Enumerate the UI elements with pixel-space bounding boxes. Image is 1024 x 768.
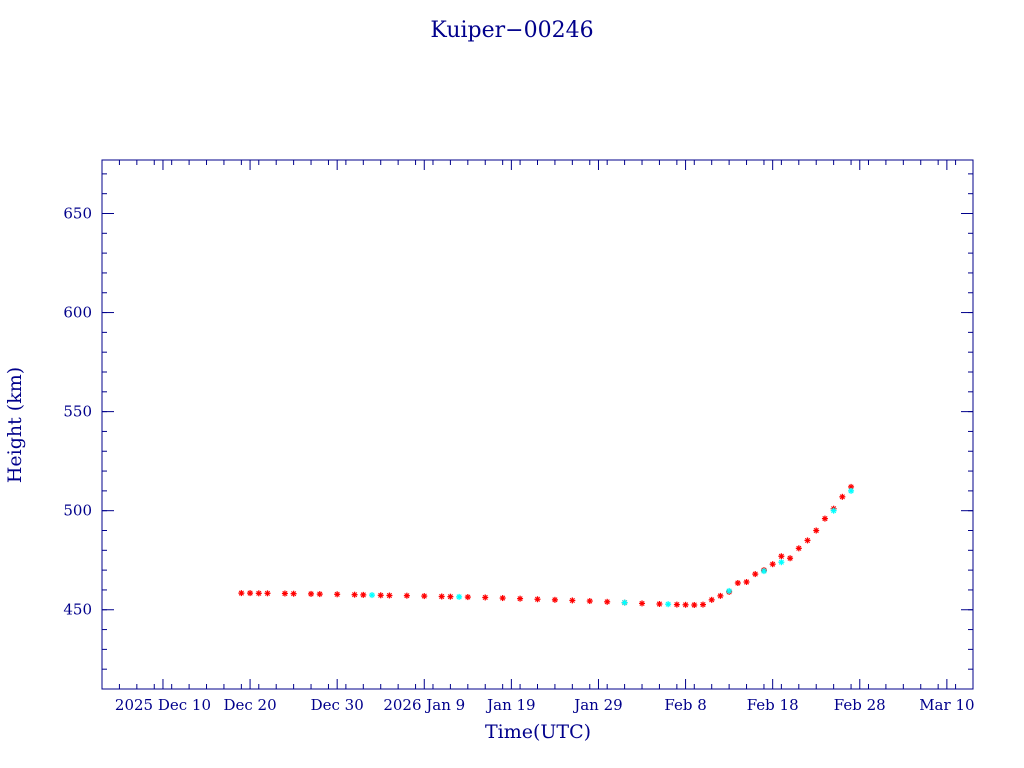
data-points (238, 483, 855, 608)
x-axis-label: Time(UTC) (485, 721, 591, 743)
data-point (403, 592, 410, 599)
data-point (839, 493, 846, 500)
data-point (621, 599, 628, 606)
data-point (369, 592, 376, 599)
data-point (255, 590, 262, 597)
data-point (447, 593, 454, 600)
y-tick-label: 550 (63, 403, 92, 421)
data-point (534, 596, 541, 603)
data-point (813, 527, 820, 534)
data-point (691, 601, 698, 608)
y-tick-label: 450 (63, 601, 92, 619)
data-point (734, 580, 741, 587)
data-point (569, 597, 576, 604)
data-point (760, 568, 767, 575)
data-point (360, 591, 367, 598)
data-point (334, 591, 341, 598)
x-axis: 2025 Dec 10 Dec 20 Dec 30 2026 Jan 9 Jan 19 J… (101, 160, 975, 714)
data-point (778, 553, 785, 560)
y-tick-label: 500 (63, 502, 92, 520)
data-point (795, 545, 802, 552)
y-tick-label: 600 (63, 304, 92, 322)
data-point (743, 579, 750, 586)
data-point (281, 590, 288, 597)
chart-title: Kuiper−00246 (430, 18, 593, 43)
data-point (421, 593, 428, 600)
data-point (586, 598, 593, 605)
x-tick-label: Feb 18 (747, 696, 799, 714)
x-tick-label: Mar 10 (919, 696, 974, 714)
data-point (682, 601, 689, 608)
data-point (778, 559, 785, 566)
x-tick-label: Dec 20 (223, 696, 276, 714)
data-point (604, 598, 611, 605)
data-point (438, 593, 445, 600)
data-point (830, 507, 837, 514)
data-point (308, 590, 315, 597)
data-point (290, 590, 297, 597)
plot-frame (101, 159, 974, 690)
x-tick-label: Jan 19 (485, 696, 535, 714)
data-point (699, 601, 706, 608)
y-tick-label: 650 (63, 204, 92, 222)
x-tick-label: Feb 28 (834, 696, 886, 714)
x-tick-label: 2025 Dec 10 (115, 696, 211, 714)
data-point (673, 601, 680, 608)
data-point (665, 601, 672, 608)
data-point (456, 593, 463, 600)
data-point (821, 515, 828, 522)
data-point (386, 592, 393, 599)
data-point (769, 561, 776, 568)
x-tick-label: Feb 8 (664, 696, 706, 714)
data-point (247, 590, 254, 597)
data-point (752, 571, 759, 578)
data-point (656, 601, 663, 608)
data-point (639, 600, 646, 607)
data-point (848, 487, 855, 494)
data-point (351, 591, 358, 598)
data-point (377, 592, 384, 599)
data-point (551, 596, 558, 603)
data-point (787, 555, 794, 562)
data-point (482, 594, 489, 601)
data-point (264, 590, 271, 597)
data-point (717, 592, 724, 599)
x-tick-label: Dec 30 (311, 696, 364, 714)
data-point (804, 537, 811, 544)
data-point (726, 587, 733, 594)
data-point (238, 590, 245, 597)
x-tick-label: Jan 29 (572, 696, 622, 714)
data-point (517, 595, 524, 602)
x-tick-label: 2026 Jan 9 (383, 696, 465, 714)
data-point (464, 594, 471, 601)
y-axis: 450 500 550 600 650 (63, 173, 973, 690)
y-axis-label: Height (km) (4, 367, 26, 483)
data-point (708, 596, 715, 603)
data-point (499, 595, 506, 602)
data-point (316, 591, 323, 598)
